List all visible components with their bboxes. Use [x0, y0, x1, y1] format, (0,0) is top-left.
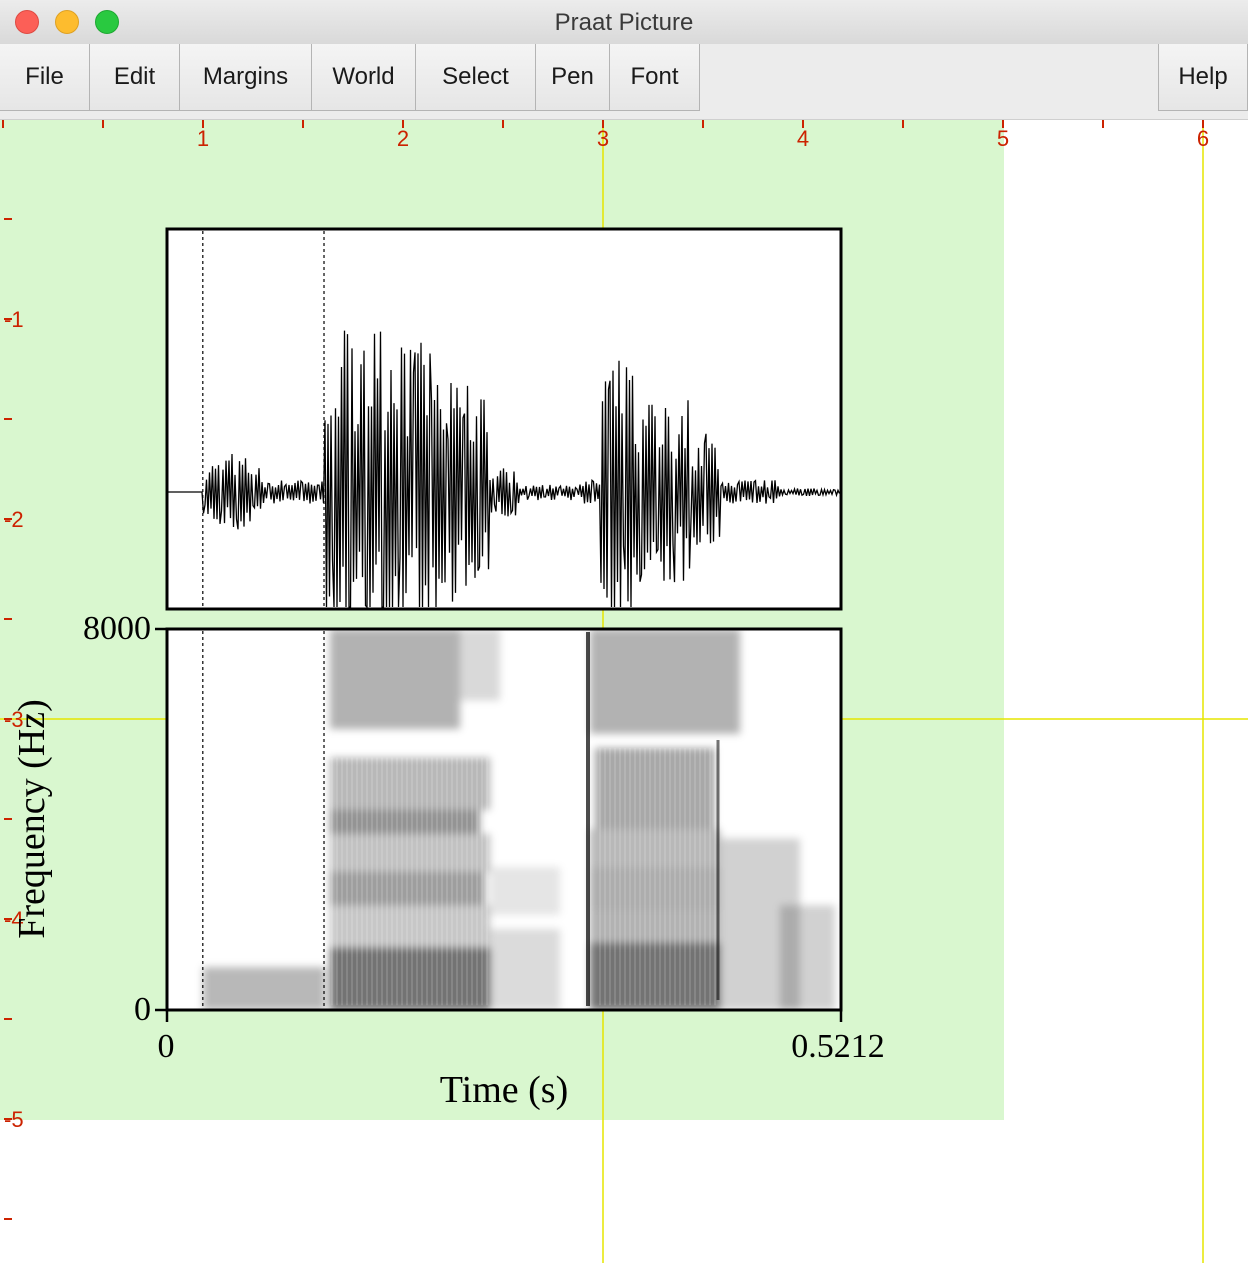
spectral-energy — [590, 943, 720, 1010]
minimize-window-button[interactable] — [55, 10, 79, 34]
x-right-label: 0.5212 — [791, 1028, 885, 1065]
spectral-energy — [460, 630, 500, 701]
spectral-energy — [330, 948, 490, 1010]
spectrogram-frame — [165, 627, 843, 1012]
spectrogram — [203, 630, 835, 1010]
y-axis-title: Frequency (Hz) — [11, 699, 53, 939]
spectral-energy — [490, 929, 560, 1010]
picture-svg[interactable]: 1 2 3 4 5 6 -1 -2 -3 -4 -5 8000 0 0 0.5212 Time (… — [0, 120, 1248, 1263]
menu-edit[interactable]: Edit — [90, 44, 180, 111]
spectral-energy — [330, 905, 490, 949]
spectral-energy — [203, 967, 325, 1010]
picture-canvas[interactable]: 1 2 3 4 5 6 -1 -2 -3 -4 -5 8000 0 0 0.5212 Time (… — [0, 120, 1248, 1263]
h-ruler-label: 6 — [1197, 126, 1209, 151]
spectral-energy — [590, 909, 720, 944]
menu-world[interactable]: World — [312, 44, 416, 111]
menu-help[interactable]: Help — [1158, 44, 1248, 111]
waveform-background — [167, 229, 841, 609]
h-ruler-label: 1 — [197, 126, 209, 151]
close-window-button[interactable] — [15, 10, 39, 34]
y-top-label: 8000 — [83, 610, 151, 647]
horizontal-ruler: 1 2 3 4 5 6 — [2, 120, 1209, 151]
spectral-energy — [590, 829, 720, 868]
menu-margins[interactable]: Margins — [180, 44, 312, 111]
zoom-window-button[interactable] — [95, 10, 119, 34]
spectral-energy — [330, 871, 485, 906]
spectral-energy — [780, 905, 835, 1010]
v-ruler-label: -5 — [4, 1107, 24, 1132]
menu-pen[interactable]: Pen — [536, 44, 610, 111]
v-ruler-label: -3 — [4, 707, 24, 732]
h-ruler-label: 2 — [397, 126, 409, 151]
spectral-energy — [590, 630, 740, 734]
x-left-label: 0 — [158, 1028, 175, 1065]
v-ruler-label: -4 — [4, 907, 24, 932]
spectral-energy — [590, 867, 720, 910]
title-bar: Praat Picture — [0, 0, 1248, 45]
window-title: Praat Picture — [554, 9, 694, 36]
x-axis-title: Time (s) — [440, 1069, 568, 1111]
spectral-energy — [330, 809, 480, 834]
menu-file[interactable]: File — [0, 44, 90, 111]
spectral-energy — [595, 748, 715, 830]
h-ruler-label: 3 — [597, 126, 609, 151]
v-ruler-label: -2 — [4, 507, 24, 532]
spectrogram-striations — [331, 632, 720, 1006]
waveform-frame — [165, 227, 843, 611]
menu-select[interactable]: Select — [416, 44, 536, 111]
spectral-energy — [490, 867, 560, 915]
vertical-ruler: -1 -2 -3 -4 -5 — [4, 218, 24, 1220]
waveform-trace — [168, 330, 841, 609]
spectral-energy — [330, 833, 490, 872]
v-ruler-label: -1 — [4, 307, 24, 332]
h-ruler-label: 4 — [797, 126, 809, 151]
spectral-energy — [330, 630, 460, 730]
menu-font[interactable]: Font — [610, 44, 700, 111]
menu-bar: File Edit Margins World Select Pen Font … — [0, 44, 1248, 120]
segment-boundaries — [202, 231, 325, 1008]
y-bottom-label: 0 — [134, 991, 151, 1028]
waveform — [168, 330, 841, 609]
spectral-energy — [330, 757, 490, 810]
h-ruler-label: 5 — [997, 126, 1009, 151]
